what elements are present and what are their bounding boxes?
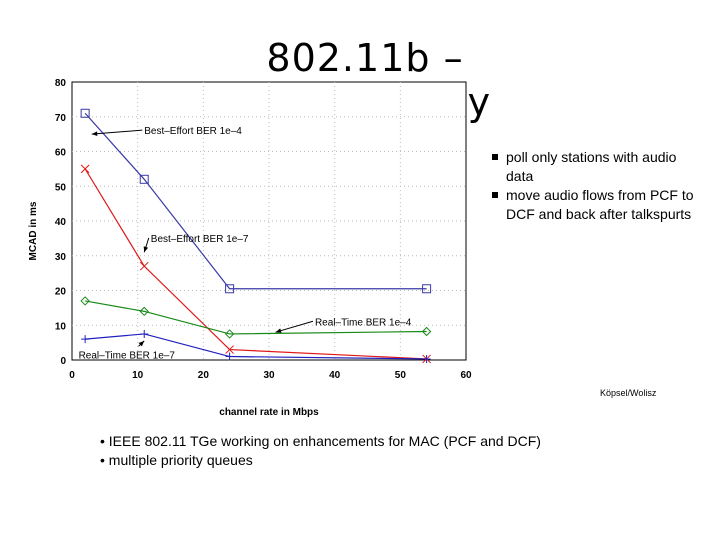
data-point-plus <box>140 329 149 338</box>
data-point-square <box>139 174 149 184</box>
square-bullet-icon <box>492 192 498 198</box>
arrow-head-icon <box>275 328 282 333</box>
x-tick-label: 30 <box>263 370 275 381</box>
data-point-square <box>225 284 235 294</box>
credit-text: Köpsel/Wolisz <box>600 388 657 398</box>
series-line <box>84 112 427 290</box>
series-line <box>84 168 427 360</box>
y-tick-label: 60 <box>55 148 67 159</box>
bullet-list: poll only stations with audio data move … <box>492 148 702 224</box>
note-item: multiple priority queues <box>100 451 541 470</box>
x-axis-label: channel rate in Mbps <box>219 407 319 418</box>
arrow-head-icon <box>91 131 98 137</box>
series-line <box>85 333 427 360</box>
x-tick-label: 0 <box>69 370 75 381</box>
data-point-plus <box>81 335 90 344</box>
x-tick-label: 50 <box>395 370 407 381</box>
data-point-diamond <box>421 326 432 337</box>
x-tick-label: 40 <box>329 370 341 381</box>
data-point-x <box>139 261 149 271</box>
y-tick-label: 0 <box>60 356 66 367</box>
y-tick-label: 30 <box>55 252 67 263</box>
arrow-head-icon <box>138 340 145 347</box>
series-line <box>85 300 427 335</box>
bullet-item: poll only stations with audio data <box>492 148 702 186</box>
annotation-label: Best–Effort BER 1e–4 <box>144 126 242 137</box>
y-tick-label: 70 <box>55 113 67 124</box>
data-point-diamond <box>224 329 235 339</box>
data-point-diamond <box>139 306 149 317</box>
data-point-x <box>80 164 90 174</box>
data-point-x <box>225 345 234 354</box>
y-tick-label: 50 <box>55 182 67 193</box>
data-point-square <box>80 108 90 118</box>
data-point-plus <box>422 354 431 363</box>
bullet-item: move audio flows from PCF to DCF and bac… <box>492 186 702 224</box>
data-point-plus <box>225 352 234 361</box>
y-tick-label: 20 <box>55 287 67 298</box>
annotation-arrow-line <box>91 129 143 135</box>
y-axis-label: MCAD in ms <box>28 201 39 260</box>
arrow-head-icon <box>143 246 149 253</box>
square-bullet-icon <box>492 154 498 160</box>
y-tick-label: 10 <box>55 321 67 332</box>
bullet-text: move audio flows from PCF to DCF and bac… <box>506 187 694 222</box>
data-point-diamond <box>80 296 90 306</box>
x-tick-label: 60 <box>460 370 472 381</box>
annotation-label: Real–Time BER 1e–4 <box>315 317 412 328</box>
data-point-square <box>422 284 432 294</box>
annotation-label: Real–Time BER 1e–7 <box>79 350 176 361</box>
y-tick-label: 40 <box>55 217 67 228</box>
notes-list: IEEE 802.11 TGe working on enhancements … <box>100 432 541 470</box>
x-tick-label: 20 <box>198 370 210 381</box>
note-item: IEEE 802.11 TGe working on enhancements … <box>100 432 541 451</box>
x-tick-label: 10 <box>132 370 144 381</box>
line-chart-svg: 0 10 20 30 40 50 60 0 10 20 30 40 50 60 70 80 channel ra… <box>28 78 472 418</box>
annotation-label: Best–Effort BER 1e–7 <box>151 234 249 245</box>
y-tick-label: 80 <box>55 78 67 89</box>
annotation-arrow-line <box>275 320 314 333</box>
bullet-text: poll only stations with audio data <box>506 149 677 184</box>
chart: 0 10 20 30 40 50 60 0 10 20 30 40 50 60 70 80 channel ra… <box>20 70 480 420</box>
